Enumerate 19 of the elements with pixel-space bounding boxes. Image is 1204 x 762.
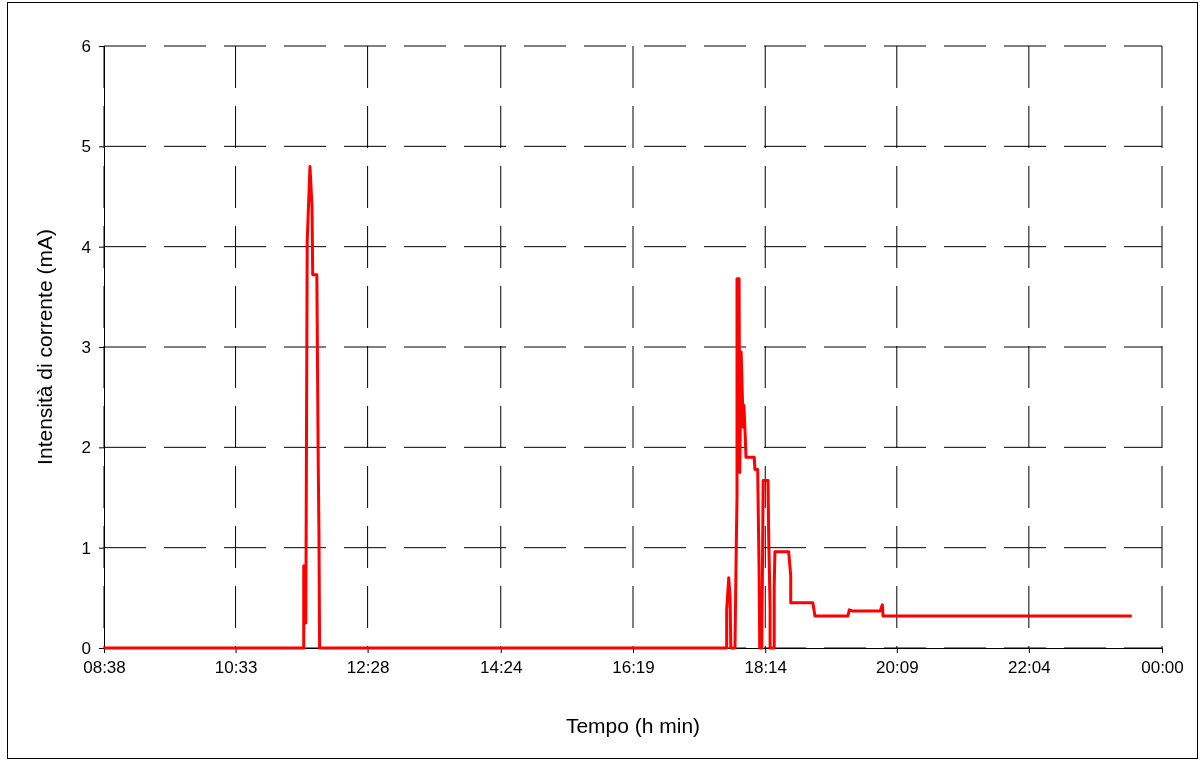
x-tick-label: 20:09: [876, 658, 919, 678]
x-tick-label: 00:00: [1141, 658, 1184, 678]
y-tick-label: 6: [81, 36, 91, 56]
x-tick-label: 10:33: [214, 658, 258, 678]
y-tick-label: 4: [81, 237, 91, 257]
x-tick-label: 18:14: [744, 658, 788, 678]
y-tick-label: 2: [81, 438, 91, 458]
y-tick-label: 5: [81, 137, 91, 157]
line-series: [102, 164, 1134, 650]
x-axis-title: Tempo (h min): [565, 714, 701, 737]
x-tick-label: 22:04: [1008, 658, 1051, 678]
y-tick-label: 0: [81, 638, 91, 658]
y-tick-label: 1: [81, 538, 91, 558]
x-tick-label: 14:24: [479, 658, 523, 678]
x-tick-label: 08:38: [83, 658, 126, 678]
y-axis-title: Intensità di corrente (mA): [33, 229, 56, 465]
x-tick-label: 12:28: [346, 658, 390, 678]
x-tick-label: 16:19: [612, 658, 655, 678]
y-tick-label: 3: [81, 337, 91, 357]
